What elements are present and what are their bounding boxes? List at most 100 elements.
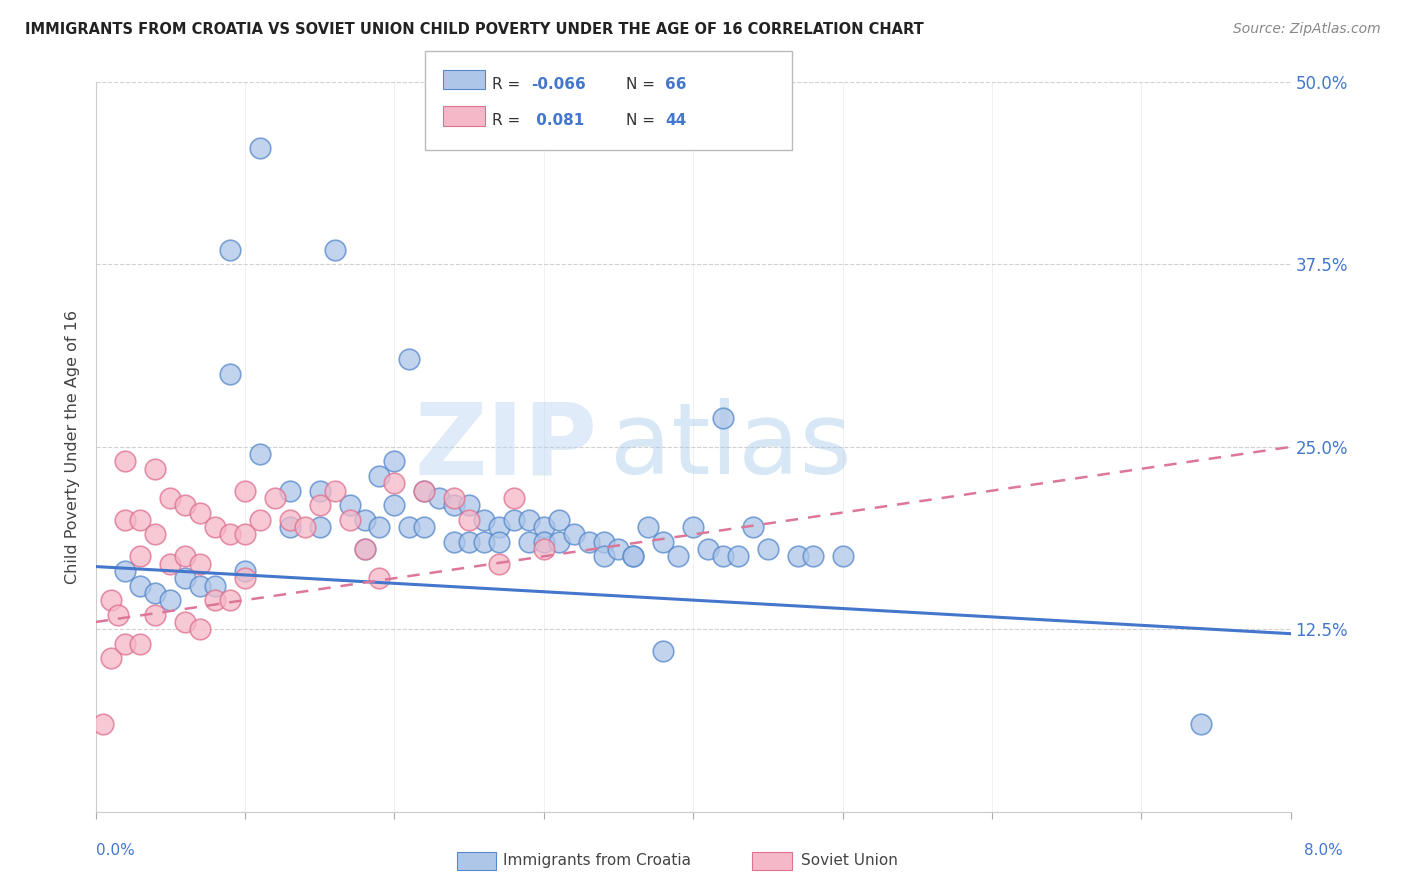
- Point: [249, 513, 271, 527]
- Point: [339, 513, 361, 527]
- Point: [174, 571, 197, 585]
- Text: R =: R =: [492, 77, 526, 92]
- Point: [159, 491, 181, 505]
- Point: [697, 542, 720, 557]
- Point: [621, 549, 644, 564]
- Point: [219, 367, 242, 381]
- Point: [188, 506, 211, 520]
- Point: [488, 520, 510, 534]
- Text: N =: N =: [626, 113, 659, 128]
- Point: [727, 549, 749, 564]
- Point: [204, 593, 226, 607]
- Text: 8.0%: 8.0%: [1303, 843, 1343, 858]
- Point: [384, 498, 406, 512]
- Point: [174, 615, 197, 629]
- Point: [323, 243, 346, 257]
- Point: [339, 498, 361, 512]
- Text: N =: N =: [626, 77, 659, 92]
- Point: [666, 549, 689, 564]
- Text: R =: R =: [492, 113, 526, 128]
- Point: [413, 483, 436, 498]
- Point: [353, 542, 375, 557]
- Point: [413, 520, 436, 534]
- Point: [533, 534, 555, 549]
- Point: [145, 527, 167, 541]
- Point: [652, 534, 675, 549]
- Point: [458, 513, 481, 527]
- Point: [114, 513, 136, 527]
- Point: [621, 549, 644, 564]
- Point: [114, 564, 136, 578]
- Text: 0.081: 0.081: [531, 113, 585, 128]
- Point: [294, 520, 316, 534]
- Point: [204, 578, 226, 592]
- Point: [308, 520, 330, 534]
- Point: [1189, 717, 1212, 731]
- Point: [472, 534, 495, 549]
- Text: ZIP: ZIP: [415, 399, 598, 495]
- Point: [398, 352, 420, 367]
- Point: [458, 498, 481, 512]
- Text: atlas: atlas: [610, 399, 851, 495]
- Point: [174, 549, 197, 564]
- Point: [488, 557, 510, 571]
- Point: [278, 520, 301, 534]
- Text: -0.066: -0.066: [531, 77, 586, 92]
- Point: [233, 564, 256, 578]
- Point: [100, 593, 122, 607]
- Point: [831, 549, 853, 564]
- Point: [503, 491, 526, 505]
- Point: [607, 542, 630, 557]
- Point: [742, 520, 765, 534]
- Point: [219, 527, 242, 541]
- Point: [637, 520, 659, 534]
- Point: [145, 462, 167, 476]
- Point: [204, 520, 226, 534]
- Text: IMMIGRANTS FROM CROATIA VS SOVIET UNION CHILD POVERTY UNDER THE AGE OF 16 CORREL: IMMIGRANTS FROM CROATIA VS SOVIET UNION …: [25, 22, 924, 37]
- Point: [503, 513, 526, 527]
- Point: [368, 469, 391, 483]
- Point: [353, 542, 375, 557]
- Text: Immigrants from Croatia: Immigrants from Croatia: [503, 854, 692, 868]
- Point: [129, 578, 152, 592]
- Point: [188, 578, 211, 592]
- Point: [547, 534, 569, 549]
- Point: [114, 454, 136, 468]
- Point: [488, 534, 510, 549]
- Point: [458, 534, 481, 549]
- Point: [756, 542, 779, 557]
- Point: [592, 534, 614, 549]
- Point: [278, 513, 301, 527]
- Point: [413, 483, 436, 498]
- Point: [188, 623, 211, 637]
- Point: [159, 593, 181, 607]
- Point: [786, 549, 808, 564]
- Point: [682, 520, 704, 534]
- Point: [219, 243, 242, 257]
- Point: [129, 513, 152, 527]
- Point: [443, 498, 465, 512]
- Point: [159, 557, 181, 571]
- Point: [323, 483, 346, 498]
- Point: [219, 593, 242, 607]
- Point: [308, 483, 330, 498]
- Point: [368, 520, 391, 534]
- Point: [278, 483, 301, 498]
- Point: [533, 542, 555, 557]
- Point: [264, 491, 287, 505]
- Text: 66: 66: [665, 77, 686, 92]
- Point: [188, 557, 211, 571]
- Point: [107, 607, 129, 622]
- Point: [174, 498, 197, 512]
- Point: [233, 483, 256, 498]
- Point: [233, 571, 256, 585]
- Point: [100, 651, 122, 665]
- Point: [384, 476, 406, 491]
- Point: [652, 644, 675, 658]
- Point: [443, 491, 465, 505]
- Point: [249, 141, 271, 155]
- Point: [801, 549, 824, 564]
- Point: [353, 513, 375, 527]
- Point: [547, 513, 569, 527]
- Point: [145, 586, 167, 600]
